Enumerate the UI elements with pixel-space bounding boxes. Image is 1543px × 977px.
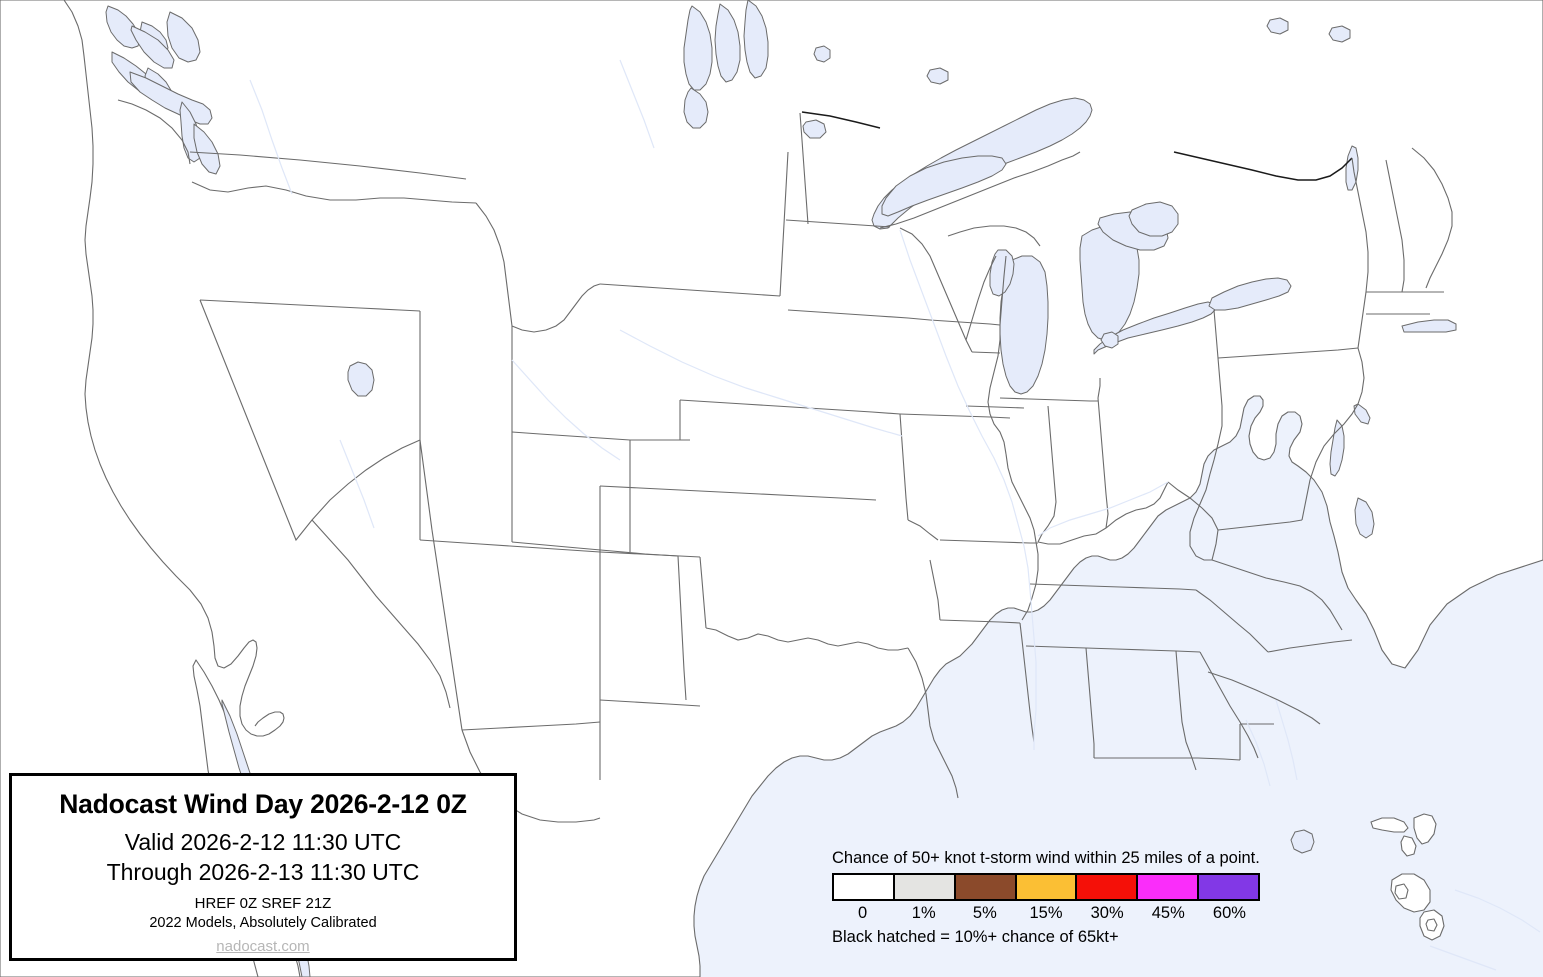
state-borders-west (189, 112, 959, 823)
legend-tick-labels: 0 1% 5% 15% 30% 45% 60% (832, 903, 1260, 924)
page-title: Nadocast Wind Day 2026-2-12 0Z (59, 789, 467, 819)
state-borders-midwest (899, 147, 1453, 771)
great-lakes (347, 0, 1359, 854)
legend-color-bar (832, 872, 1260, 901)
legend-label-30pct: 30% (1090, 903, 1124, 922)
lakes-shoreline-detail (879, 151, 1081, 247)
calibration-text: 2022 Models, Absolutely Calibrated (149, 915, 377, 932)
forecast-title-box: Nadocast Wind Day 2026-2-12 0Z Valid 202… (9, 773, 517, 961)
legend-caption: Chance of 50+ knot t-storm wind within 2… (832, 849, 1260, 867)
rivers (249, 59, 1271, 787)
legend-label-45pct: 45% (1151, 903, 1185, 922)
legend-hatching-note: Black hatched = 10%+ chance of 65kt+ (832, 928, 1119, 947)
legend-swatch-45pct (1138, 874, 1200, 899)
legend-label-15pct: 15% (1029, 903, 1063, 922)
legend-swatch-5pct (955, 874, 1017, 899)
valid-through-text: Through 2026-2-13 11:30 UTC (106, 858, 420, 885)
atlantic-gulf-coastline (1275, 319, 1457, 781)
legend-swatch-60pct (1199, 874, 1259, 899)
legend-swatch-30pct (1077, 874, 1139, 899)
puget-sound-region (105, 5, 221, 175)
legend-label-5pct: 5% (972, 903, 997, 922)
nadocast-website-link[interactable]: nadocast.com (216, 937, 310, 955)
country-borders (801, 111, 1353, 181)
legend-swatch-1pct (894, 874, 956, 899)
bahamas-islands (1370, 813, 1541, 971)
legend-label-0: 0 (857, 903, 868, 922)
probability-legend: Chance of 50+ knot t-storm wind within 2… (832, 848, 1302, 949)
legend-swatch-15pct (1016, 874, 1078, 899)
model-run-text: HREF 0Z SREF 21Z (194, 895, 332, 913)
legend-swatch-0 (834, 874, 895, 899)
valid-from-text: Valid 2026-2-12 11:30 UTC (124, 829, 402, 856)
legend-label-60pct: 60% (1212, 903, 1246, 922)
legend-label-1pct: 1% (911, 903, 936, 922)
